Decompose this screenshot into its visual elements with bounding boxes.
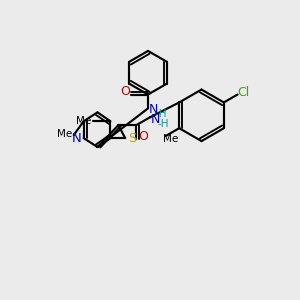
Text: Me: Me <box>163 134 178 144</box>
Text: Me: Me <box>76 116 91 126</box>
Text: N: N <box>72 132 82 145</box>
Text: O: O <box>138 130 148 142</box>
Text: -H: -H <box>157 119 169 129</box>
Text: Me: Me <box>57 129 72 139</box>
Text: Cl: Cl <box>237 86 250 99</box>
Text: O: O <box>120 85 130 98</box>
Text: S: S <box>128 132 136 145</box>
Text: N: N <box>148 103 158 116</box>
Text: N: N <box>150 113 160 126</box>
Text: -H: -H <box>155 109 166 119</box>
